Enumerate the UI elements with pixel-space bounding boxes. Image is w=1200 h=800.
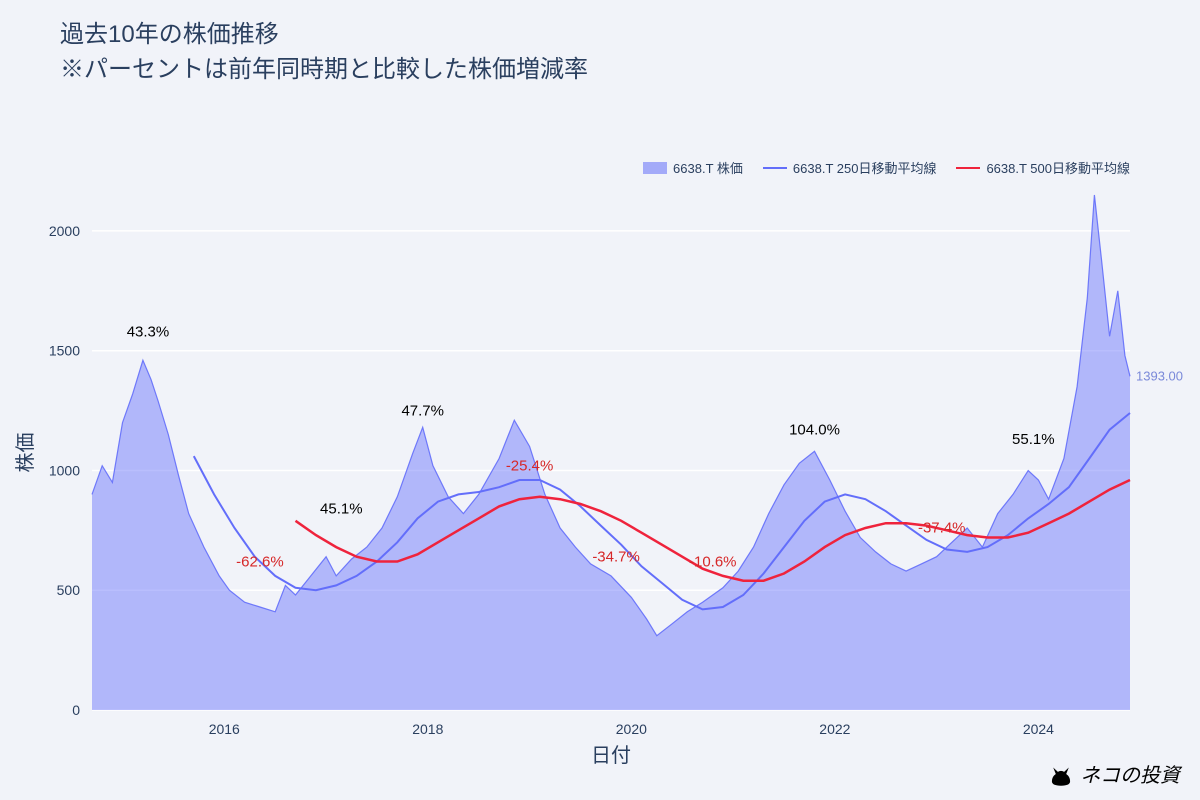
svg-text:-37.4%: -37.4% [918,520,966,537]
svg-text:500: 500 [57,582,81,598]
x-axis-label: 日付 [591,744,631,767]
svg-text:1000: 1000 [49,462,80,478]
svg-text:104.0%: 104.0% [789,422,840,439]
svg-text:2018: 2018 [412,721,443,737]
cat-icon [1048,761,1074,787]
svg-text:1500: 1500 [49,343,80,359]
svg-text:2022: 2022 [819,721,850,737]
svg-text:2000: 2000 [49,223,80,239]
svg-text:2020: 2020 [616,721,647,737]
svg-text:-34.7%: -34.7% [592,548,640,565]
svg-text:47.7%: 47.7% [401,402,444,419]
end-value-label: 1393.00 [1136,368,1183,383]
watermark-text: ネコの投資 [1080,759,1180,788]
svg-text:43.3%: 43.3% [127,323,170,340]
plot-svg: 0 500 1000 1500 2000 2016 2018 2020 2022 2024 43… [0,0,1200,800]
x-ticks: 2016 2018 2020 2022 2024 [209,721,1054,737]
y-ticks: 0 500 1000 1500 2000 [49,223,80,718]
svg-text:-25.4%: -25.4% [506,457,554,474]
chart-container: 過去10年の株価推移 ※パーセントは前年同時期と比較した株価増減率 6638.T… [0,0,1200,800]
price-area [92,195,1130,710]
svg-text:-10.6%: -10.6% [689,553,737,570]
svg-text:2024: 2024 [1023,721,1054,737]
svg-text:0: 0 [72,702,80,718]
svg-text:-62.6%: -62.6% [236,553,284,570]
watermark: ネコの投資 [1048,759,1180,788]
svg-text:2016: 2016 [209,721,240,737]
svg-text:45.1%: 45.1% [320,501,363,518]
svg-text:55.1%: 55.1% [1012,431,1055,448]
y-axis-label: 株価 [14,433,37,473]
